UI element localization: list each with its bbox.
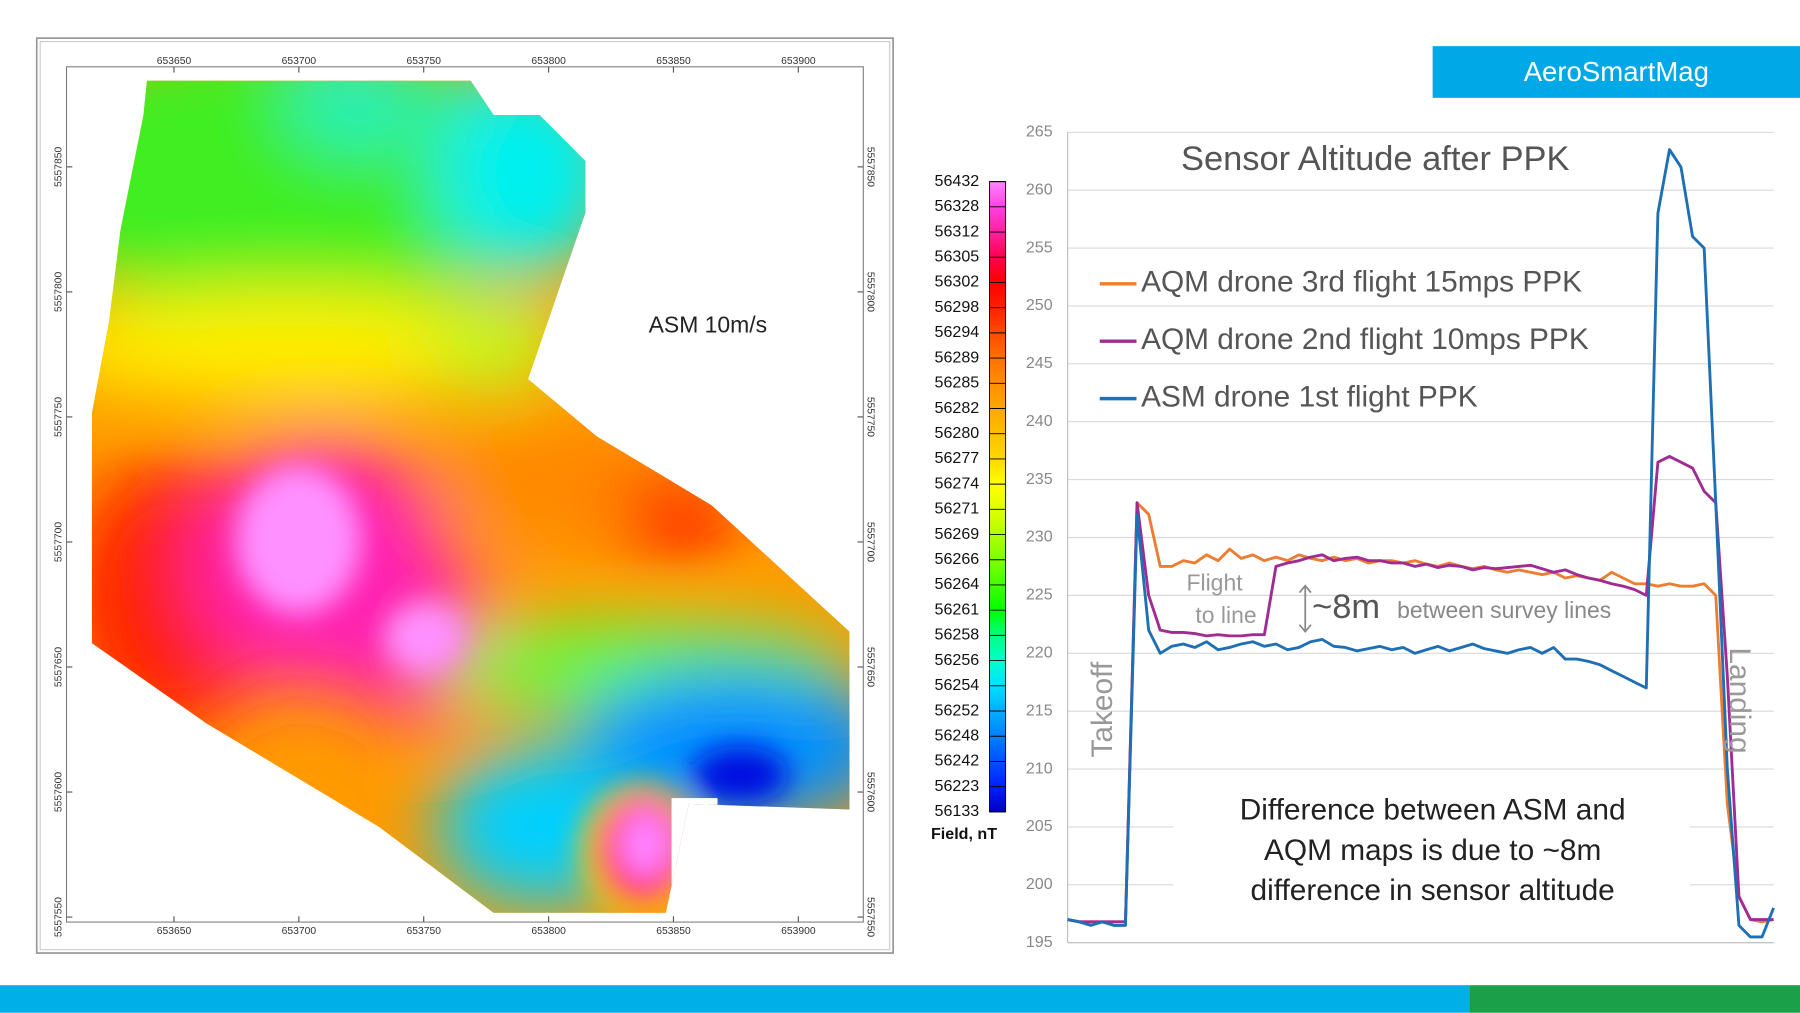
colorbar-label: 56305 (935, 248, 980, 266)
colorbar-label: 56223 (935, 777, 980, 795)
colorbar-label: 56282 (935, 399, 980, 417)
map-y-tick-label: 5557700 (53, 522, 64, 562)
annotation: to line (1195, 602, 1256, 628)
y-tick-label: 225 (1026, 586, 1053, 604)
series-line (1067, 455, 1774, 924)
legend-label: ASM drone 1st flight PPK (1141, 380, 1478, 413)
map-y-tick-label: 5557800 (53, 272, 64, 312)
brand-banner (1432, 46, 1800, 98)
colorbar-label: 56254 (935, 676, 980, 694)
y-tick-label: 230 (1026, 528, 1053, 546)
colorbar-label: 56289 (935, 348, 980, 366)
y-tick-label: 240 (1026, 412, 1053, 430)
colorbar-label: 56256 (935, 651, 980, 669)
map-x-tick-label: 653650 (157, 926, 192, 937)
map-x-tick-label: 653700 (282, 56, 317, 67)
colorbar-label: 56280 (935, 424, 980, 442)
note-line: Difference between ASM and (1240, 794, 1626, 827)
colorbar-label: 56252 (935, 701, 980, 719)
legend-label: AQM drone 2nd flight 10mps PPK (1141, 323, 1589, 356)
series-line (1067, 148, 1775, 939)
chart-title: Sensor Altitude after PPK (1181, 140, 1569, 178)
colorbar-label: 56133 (935, 802, 980, 820)
colorbar-label: 56242 (935, 752, 980, 770)
map-y-tick-label: 5557600 (53, 772, 64, 812)
brand: AeroSmartMag (1524, 56, 1709, 87)
colorbar-label: 56269 (935, 525, 980, 543)
y-tick-label: 245 (1026, 354, 1053, 372)
colorbar-label: 56285 (935, 374, 980, 392)
map-y-tick-label: 5557650 (53, 647, 64, 687)
map-x-tick-label: 653900 (781, 56, 816, 67)
y-tick-label: 205 (1026, 817, 1053, 835)
legend-label: AQM drone 3rd flight 15mps PPK (1141, 266, 1582, 299)
map-y-tick-label: 5557850 (53, 147, 64, 187)
map-y-tick-label: 5557650 (864, 647, 875, 687)
colorbar (989, 181, 1007, 813)
y-tick-label: 250 (1026, 296, 1053, 314)
map-x-tick-label: 653650 (157, 56, 192, 67)
map-y-tick-label: 5557550 (53, 897, 64, 937)
y-tick-label: 265 (1026, 123, 1053, 141)
map-x-tick-label: 653750 (406, 56, 441, 67)
y-tick-label: 220 (1026, 644, 1053, 662)
colorbar-label: 56312 (935, 222, 980, 240)
colorbar-label: 56277 (935, 449, 980, 467)
y-tick-label: 255 (1026, 238, 1053, 256)
map-x-tick-label: 653750 (406, 926, 441, 937)
y-tick-label: 195 (1026, 933, 1053, 951)
map-y-tick-label: 5557750 (864, 397, 875, 437)
colorbar-label: 56271 (935, 500, 980, 518)
colorbar-label: 56261 (935, 600, 980, 618)
map-frame-inner (39, 41, 891, 951)
colorbar-label: 56302 (935, 273, 980, 291)
annotation: Takeoff (1086, 661, 1119, 757)
map-y-tick-label: 5557800 (864, 272, 875, 312)
map-x-tick-label: 653850 (656, 56, 691, 67)
colorbar-label: 56294 (935, 323, 980, 341)
map-y-tick-label: 5557700 (864, 522, 875, 562)
map-x-tick-label: 653800 (531, 926, 566, 937)
colorbar-label: 56266 (935, 550, 980, 568)
footer-bar (0, 985, 1470, 1013)
map-y-tick-label: 5557600 (864, 772, 875, 812)
annotation: ~8m (1312, 588, 1380, 626)
colorbar-label: 56432 (935, 172, 980, 190)
note-line: difference in sensor altitude (1251, 874, 1615, 907)
series-line (1067, 501, 1774, 924)
annotation: between survey lines (1397, 597, 1611, 623)
colorbar-label: 56258 (935, 626, 980, 644)
annotation: Flight (1186, 570, 1243, 596)
y-tick-label: 235 (1026, 470, 1053, 488)
y-tick-label: 210 (1026, 759, 1053, 777)
colorbar-title: Field, nT (931, 825, 997, 843)
annotation: Landing (1723, 647, 1756, 753)
footer-bar-accent (1469, 985, 1800, 1013)
arrow (1298, 584, 1312, 633)
y-tick-label: 200 (1026, 875, 1053, 893)
colorbar-label: 56264 (935, 575, 980, 593)
map-x-tick-label: 653800 (531, 56, 566, 67)
colorbar-label: 56298 (935, 298, 980, 316)
y-tick-label: 260 (1026, 180, 1053, 198)
map-label: ASM 10m/s (649, 311, 768, 337)
y-tick-label: 215 (1026, 701, 1053, 719)
map-x-tick-label: 653900 (781, 926, 816, 937)
colorbar-label: 56248 (935, 726, 980, 744)
colorbar-label: 56328 (935, 197, 980, 215)
map-x-tick-label: 653700 (282, 926, 317, 937)
map-y-tick-label: 5557550 (864, 897, 875, 937)
note-line: AQM maps is due to ~8m (1264, 834, 1601, 867)
colorbar-label: 56274 (935, 474, 980, 492)
note-box (1173, 790, 1690, 917)
map-y-tick-label: 5557750 (53, 397, 64, 437)
map-y-tick-label: 5557850 (864, 147, 875, 187)
map-x-tick-label: 653850 (656, 926, 691, 937)
